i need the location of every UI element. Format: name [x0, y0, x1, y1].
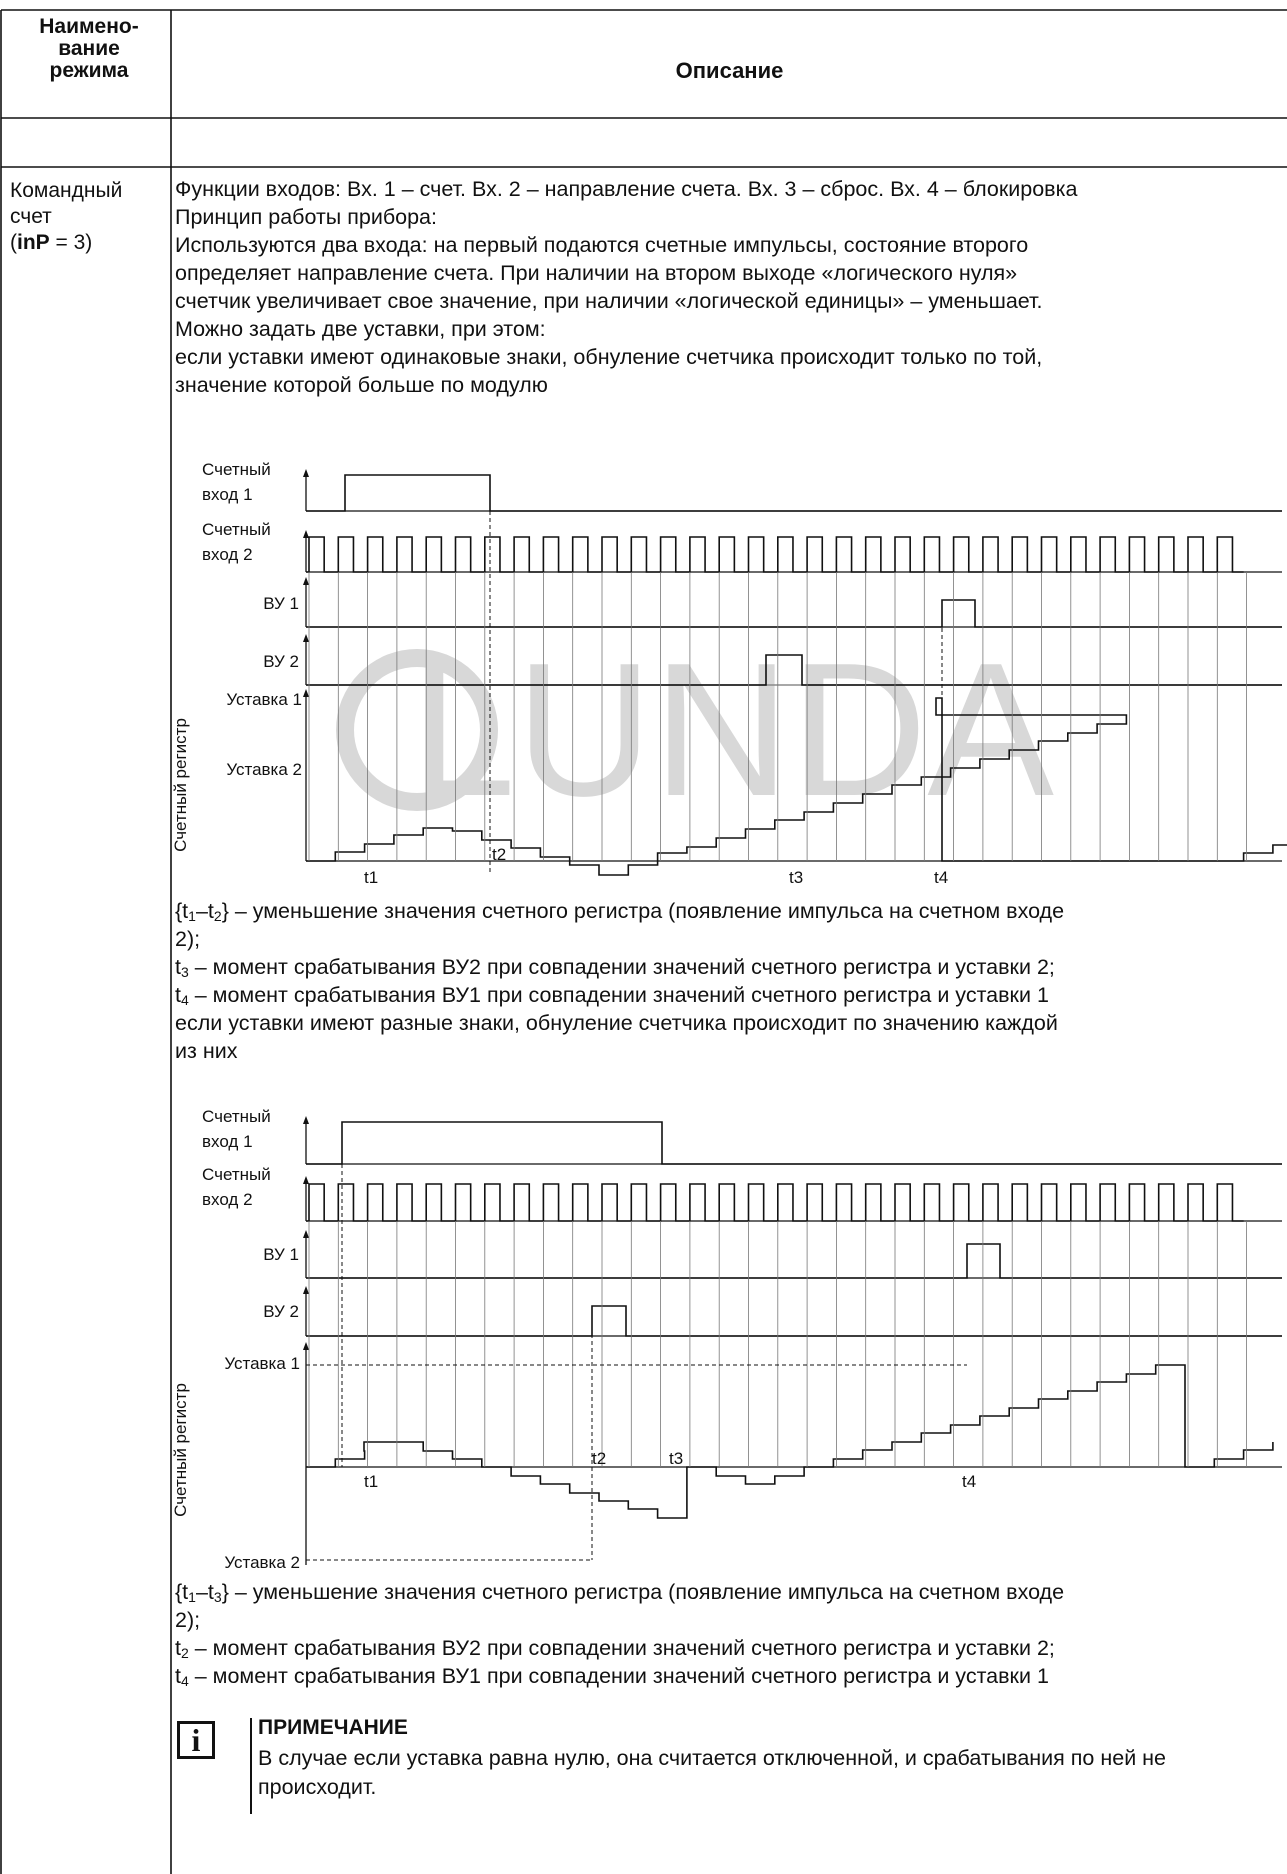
- mode-parameter: (inP = 3): [10, 231, 93, 254]
- note-divider: [250, 1718, 252, 1814]
- intro-line-8: значение которой больше по модулю: [175, 373, 548, 397]
- intro-line-5: счетчик увеличивает свое значение, при н…: [175, 289, 1043, 313]
- d2-label-setpoint2: Уставка 2: [224, 1553, 300, 1570]
- d1-label-input2-b: вход 2: [202, 545, 253, 564]
- d2-label-vu2: ВУ 2: [263, 1302, 299, 1321]
- d2-vu1-signal: [306, 1243, 1282, 1279]
- note-title: ПРИМЕЧАНИЕ: [258, 1716, 408, 1739]
- diagram2-signals: [306, 1121, 1282, 1561]
- note-body: В случае если уставка равна нулю, она сч…: [258, 1746, 1167, 1799]
- diagram1-axis-arrows: [303, 469, 309, 697]
- d1-t2: t2: [492, 845, 506, 864]
- d2-vu2-signal: [306, 1305, 1282, 1337]
- d2-t3: t3: [669, 1449, 683, 1468]
- d1-label-input1-b: вход 1: [202, 485, 253, 504]
- intro-line-2: Принцип работы прибора:: [175, 205, 437, 229]
- header-description-column: Описание: [675, 58, 784, 83]
- d1-label-setpoint2: Уставка 2: [226, 760, 302, 779]
- intro-line-3: Используются два входа: на первый подают…: [175, 233, 1029, 257]
- d2-label-setpoint1: Уставка 1: [224, 1354, 300, 1373]
- d1-register-signal: [306, 697, 1287, 876]
- d1-label-input1-a: Счетный: [202, 460, 271, 479]
- timing-diagram-same-sign: LUNDA Счетный вход 1 Счетный вход 2 ВУ 1…: [172, 460, 1287, 885]
- intro-line-6: Можно задать две уставки, при этом:: [175, 317, 546, 341]
- d2-label-input1-a: Счетный: [202, 1107, 271, 1126]
- d2-t4: t4: [962, 1472, 976, 1491]
- diagram1-signals: [306, 474, 1287, 876]
- d2-input2-signal: [306, 1183, 1244, 1222]
- d2-caption-line-3: t2 – момент срабатывания ВУ2 при совпаде…: [175, 1636, 1055, 1661]
- intro-line-4: определяет направление счета. При наличи…: [175, 261, 1018, 285]
- param-name: inP: [17, 231, 50, 254]
- d1-label-vu1: ВУ 1: [263, 594, 299, 613]
- d1-label-register: Счетный регистр: [172, 718, 190, 852]
- mode-name-line2: счет: [10, 205, 52, 228]
- diagram2-axes: [305, 1122, 1282, 1565]
- d1-caption-line-5: если уставки имеют разные знаки, обнулен…: [175, 1011, 1058, 1035]
- intro-line-7: если уставки имеют одинаковые знаки, обн…: [175, 345, 1043, 369]
- d1-caption-line-1: {t1–t2} – уменьшение значения счетного р…: [175, 899, 1065, 924]
- d1-t3: t3: [789, 868, 803, 885]
- d2-label-input1-b: вход 1: [202, 1132, 253, 1151]
- d1-caption-line-3: t3 – момент срабатывания ВУ2 при совпаде…: [175, 955, 1055, 980]
- d1-label-setpoint1: Уставка 1: [226, 690, 302, 709]
- d2-input1-signal: [306, 1121, 1282, 1165]
- d2-register-signal: [306, 1364, 1274, 1519]
- header-mode-column: Наимено- вание режима: [39, 15, 139, 82]
- d1-caption-line-2: 2);: [175, 927, 201, 951]
- d2-label-vu1: ВУ 1: [263, 1245, 299, 1264]
- watermark-text: LUNDA: [410, 624, 1054, 836]
- d1-vu1-signal: [306, 599, 1282, 628]
- d1-input2-signal: [306, 536, 1244, 573]
- d2-t2: t2: [592, 1449, 606, 1468]
- diagram2-axis-arrows: [303, 1116, 309, 1350]
- d1-t1: t1: [364, 868, 378, 885]
- d1-label-input2-a: Счетный: [202, 520, 271, 539]
- d2-label-input2-b: вход 2: [202, 1190, 253, 1209]
- d1-caption-line-4: t4 – момент срабатывания ВУ1 при совпаде…: [175, 983, 1049, 1008]
- d1-t4: t4: [934, 868, 948, 885]
- d2-label-register: Счетный регистр: [172, 1383, 190, 1517]
- d2-label-input2-a: Счетный: [202, 1165, 271, 1184]
- intro-line-1: Функции входов: Вх. 1 – счет. Вх. 2 – на…: [175, 177, 1078, 201]
- d2-caption-line-2: 2);: [175, 1608, 201, 1632]
- d1-input1-signal: [306, 474, 1282, 512]
- d2-caption-line-4: t4 – момент срабатывания ВУ1 при совпаде…: [175, 1664, 1049, 1689]
- info-icon: i: [177, 1721, 215, 1759]
- timing-diagram-different-sign: Счетный вход 1 Счетный вход 2 ВУ 1 ВУ 2 …: [172, 1107, 1282, 1570]
- d2-t1: t1: [364, 1472, 378, 1491]
- d1-caption-line-6: из них: [175, 1039, 238, 1063]
- mode-name-line1: Командный: [10, 179, 123, 202]
- mode-name-cell: Командный счет (inP = 3): [10, 178, 122, 256]
- watermark-logo: [336, 649, 498, 811]
- d1-vu2-signal: [306, 654, 1282, 686]
- d2-caption-line-1: {t1–t3} – уменьшение значения счетного р…: [175, 1580, 1065, 1605]
- d1-label-vu2: ВУ 2: [263, 652, 299, 671]
